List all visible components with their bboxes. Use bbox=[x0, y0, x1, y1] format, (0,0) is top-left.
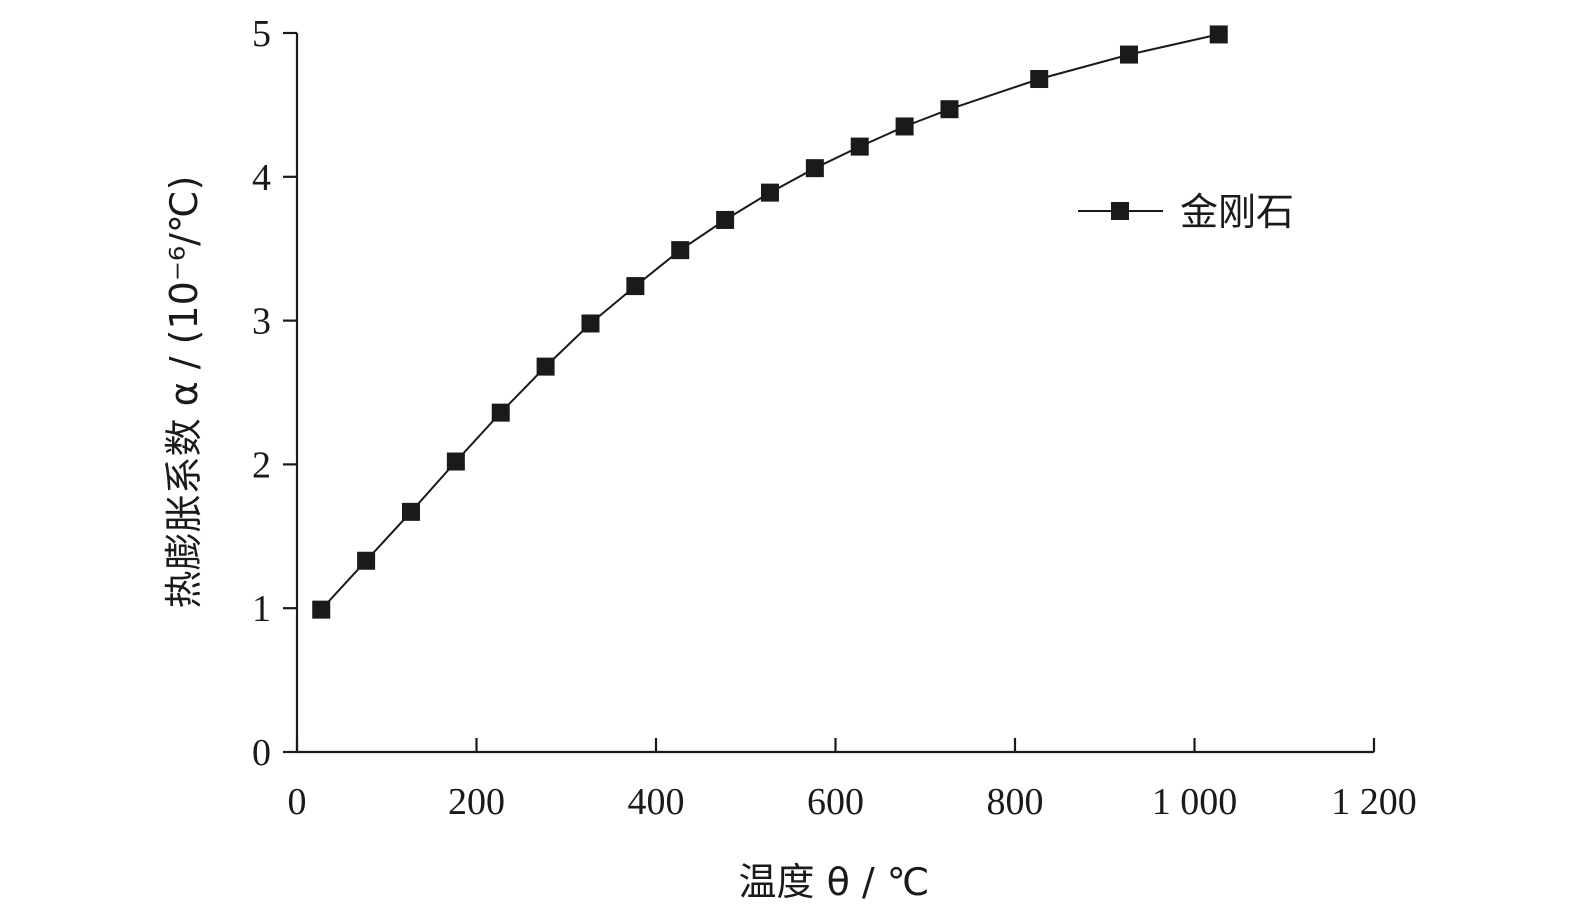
x-tick-label: 200 bbox=[448, 781, 505, 823]
x-axis-ticks: 0 200 400 600 800 1 000 1 200 bbox=[288, 738, 1417, 823]
x-axis-title: 温度 θ / ℃ bbox=[739, 860, 930, 904]
x-tick-label: 800 bbox=[987, 781, 1044, 823]
data-point bbox=[1030, 70, 1049, 89]
data-point bbox=[895, 117, 914, 136]
x-tick-label: 400 bbox=[628, 781, 685, 823]
data-point bbox=[536, 357, 555, 376]
y-axis-ticks: 0 1 2 3 4 5 bbox=[252, 13, 297, 774]
data-point bbox=[581, 314, 600, 333]
axes bbox=[295, 33, 1374, 754]
legend-marker bbox=[1111, 202, 1129, 220]
data-point bbox=[940, 100, 959, 119]
y-tick-label: 0 bbox=[252, 732, 271, 774]
x-tick-label: 1 200 bbox=[1331, 781, 1417, 823]
data-point bbox=[760, 183, 779, 202]
legend-label: 金刚石 bbox=[1180, 190, 1294, 234]
data-point bbox=[357, 551, 376, 570]
data-point bbox=[1209, 25, 1228, 44]
x-tick-label: 0 bbox=[288, 781, 307, 823]
data-point bbox=[805, 159, 824, 178]
x-tick-label: 600 bbox=[807, 781, 864, 823]
data-point bbox=[850, 137, 869, 156]
data-point bbox=[671, 241, 690, 260]
data-point bbox=[716, 210, 735, 229]
y-tick-label: 1 bbox=[252, 588, 271, 630]
x-tick-label: 1 000 bbox=[1152, 781, 1238, 823]
series-line bbox=[320, 33, 1219, 611]
y-tick-label: 2 bbox=[252, 444, 271, 486]
data-point bbox=[312, 600, 331, 619]
series-group bbox=[312, 25, 1228, 619]
y-tick-label: 3 bbox=[252, 301, 271, 343]
y-tick-label: 5 bbox=[252, 13, 271, 55]
data-point bbox=[401, 502, 420, 521]
data-point bbox=[626, 277, 645, 296]
data-point bbox=[446, 452, 465, 471]
y-axis-title: 热膨胀系数 α / (10⁻⁶/℃) bbox=[162, 176, 206, 609]
data-point bbox=[491, 403, 510, 422]
data-point bbox=[1119, 45, 1138, 64]
legend: 金刚石 bbox=[1078, 190, 1294, 234]
y-tick-label: 4 bbox=[252, 157, 271, 199]
